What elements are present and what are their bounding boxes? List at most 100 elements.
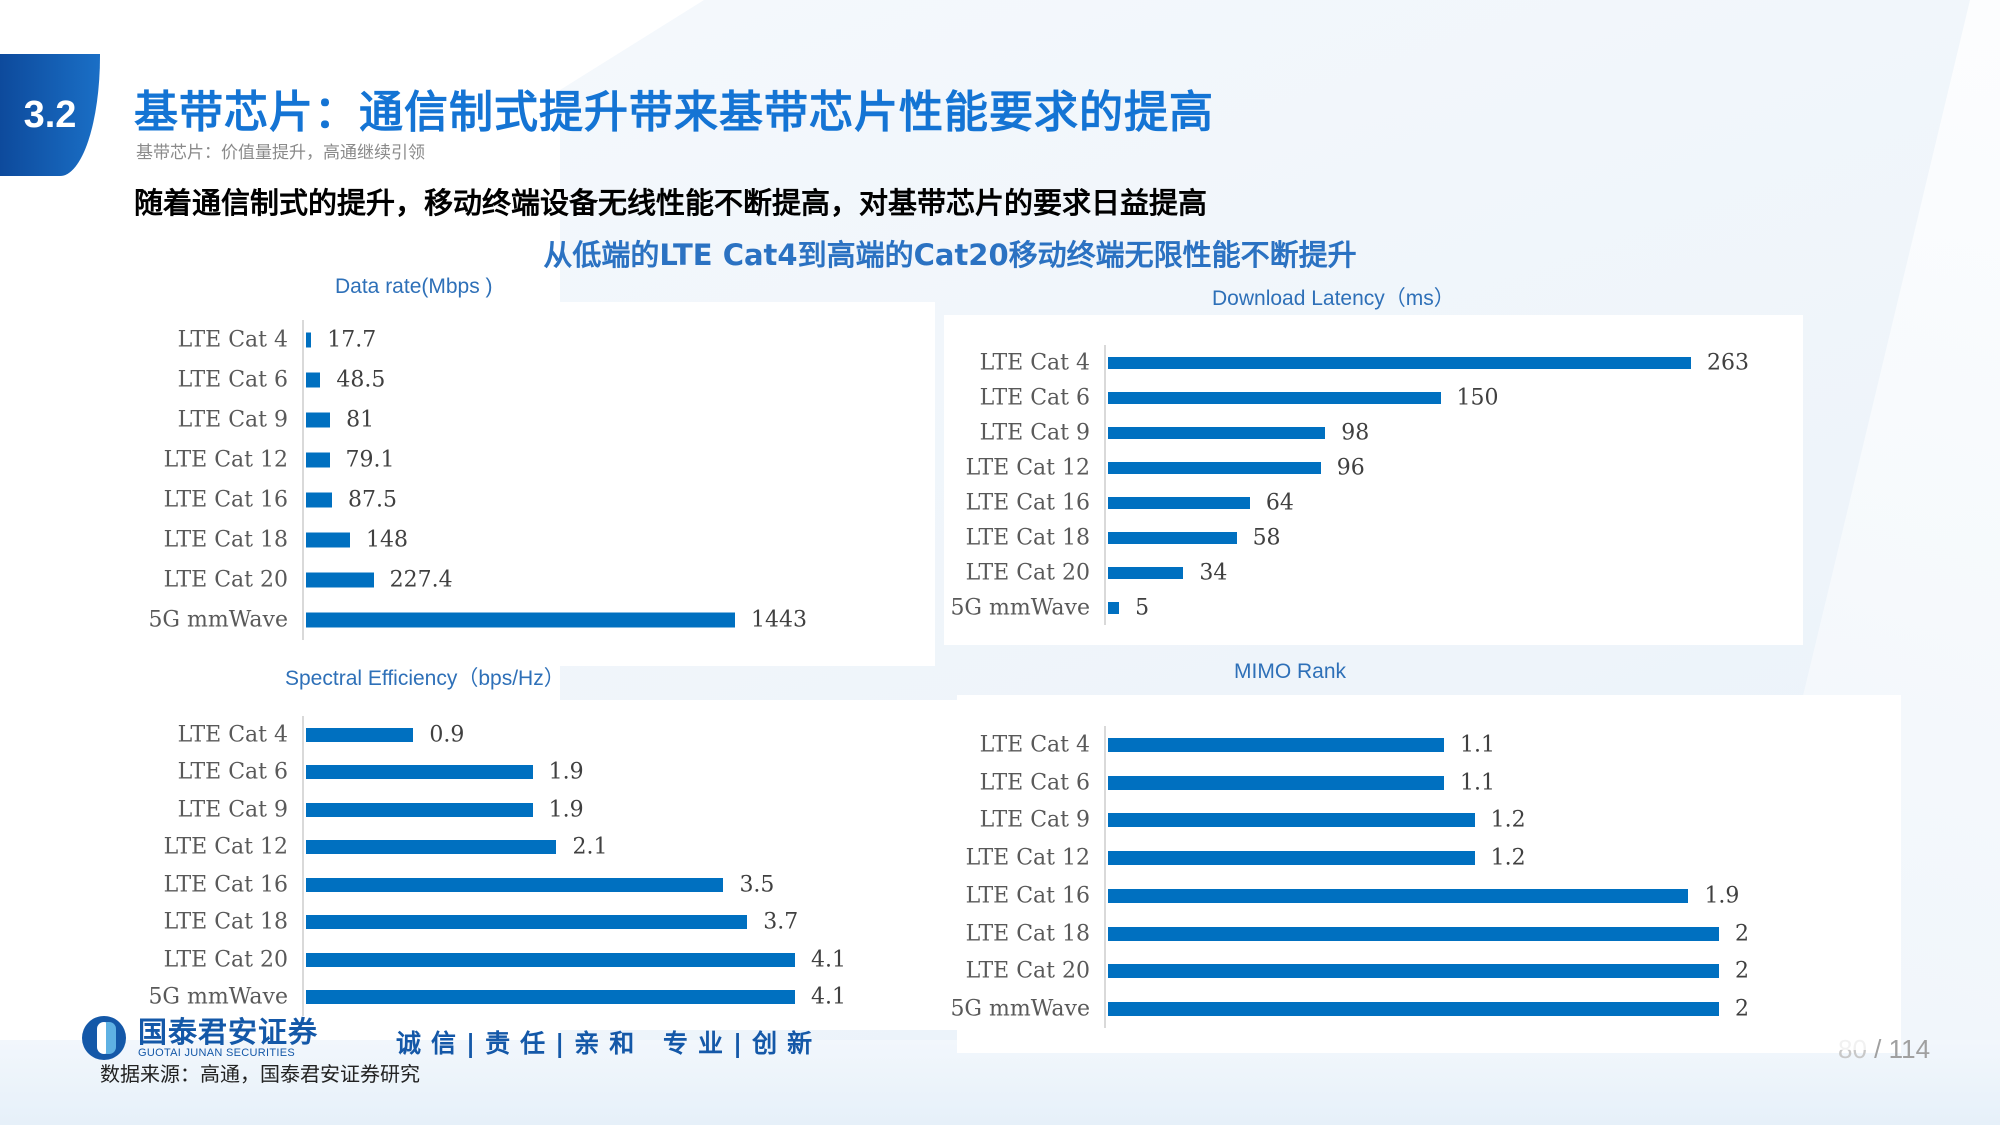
headline: 随着通信制式的提升，移动终端设备无线性能不断提高，对基带芯片的要求日益提高 [134,186,1208,220]
y-axis-line [302,716,304,1016]
value-label: 5 [1135,595,1150,620]
chart-title-data-rate: Data rate(Mbps ) [335,275,493,298]
bar-row: 5G mmWave 1443 [0,607,935,633]
bar [306,572,374,588]
bar [306,372,321,388]
y-axis-line [1104,345,1106,625]
bar-row: LTE Cat 16 3.5 [0,872,958,898]
page-title: 基带芯片：通信制式提升带来基带芯片性能要求的提高 [134,87,1214,138]
chart-panel-spectral-efficiency [178,700,958,1030]
bar [1108,426,1326,439]
bar-chart-spectral-efficiency: LTE Cat 4 0.9 LTE Cat 6 1.9 LTE Cat 9 1.9 LTE … [0,716,958,1016]
chart-title-mimo-rank: MIMO Rank [1234,660,1347,683]
value-label: 1.2 [1490,845,1526,871]
category-label: LTE Cat 20 [965,958,1090,984]
bar [306,915,748,930]
bar-row: LTE Cat 20 227.4 [0,567,935,593]
bar [1108,851,1475,866]
bar-row: LTE Cat 18 2 [0,921,1901,947]
category-label: LTE Cat 4 [979,732,1090,758]
category-label: LTE Cat 20 [163,947,288,973]
value-label: 227.4 [389,567,453,593]
category-label: LTE Cat 9 [979,807,1090,833]
value-label: 2.1 [572,834,608,860]
bar-row: LTE Cat 4 1.1 [0,732,1901,758]
value-label: 1.1 [1460,732,1496,758]
category-label: LTE Cat 12 [965,455,1090,480]
bar-chart-data-rate: LTE Cat 4 17.7 LTE Cat 6 48.5 LTE Cat 9 81 LTE… [0,320,935,640]
value-label: 150 [1456,385,1499,410]
chart-title-spectral-efficiency: Spectral Efficiency（bps/Hz） [285,667,565,690]
bar-chart-mimo-rank: LTE Cat 4 1.1 LTE Cat 6 1.1 LTE Cat 9 1.2 LTE … [0,726,1901,1028]
bar [1108,926,1719,941]
y-axis-line [302,320,304,640]
bar-row: 5G mmWave 5 [0,595,1803,620]
category-label: LTE Cat 12 [163,447,288,473]
bar [306,840,557,855]
category-label: LTE Cat 6 [177,759,288,785]
value-label: 48.5 [336,367,386,393]
category-label: LTE Cat 9 [979,420,1090,445]
bar-row: LTE Cat 9 81 [0,407,935,433]
bar-row: LTE Cat 12 1.2 [0,845,1901,871]
company-slogan: 诚信|责任|亲和 专业|创新 [396,1029,823,1058]
value-label: 58 [1252,525,1281,550]
chart-panel-download-latency [944,315,1803,645]
category-label: LTE Cat 16 [163,487,288,513]
subheadline: 从低端的LTE Cat4到高端的Cat20移动终端无限性能不断提升 [543,238,1357,272]
chart-panel-data-rate [178,302,935,666]
value-label: 79.1 [345,447,395,473]
value-label: 98 [1341,420,1370,445]
category-label: LTE Cat 20 [965,560,1090,585]
value-label: 148 [366,527,408,553]
category-label: LTE Cat 16 [163,872,288,898]
value-label: 3.5 [739,872,775,898]
bar-row: LTE Cat 9 98 [0,420,1803,445]
logo-text-cn: 国泰君安证券 [138,1015,319,1049]
bar-row: LTE Cat 6 48.5 [0,367,935,393]
bar [1108,566,1184,579]
bar [306,877,724,892]
category-label: LTE Cat 6 [979,770,1090,796]
bar-row: LTE Cat 12 96 [0,455,1803,480]
category-label: LTE Cat 12 [965,845,1090,871]
y-axis-line [1104,726,1106,1028]
bar [306,492,332,508]
value-label: 1443 [751,607,807,633]
page-subtitle: 基带芯片：价值量提升，高通继续引领 [136,143,425,163]
page-number-overlap [1820,1022,1872,1050]
category-label: LTE Cat 18 [965,921,1090,947]
bar [306,532,350,548]
category-label: 5G mmWave [950,996,1090,1022]
value-label: 34 [1199,560,1228,585]
category-label: LTE Cat 9 [177,407,288,433]
value-label: 81 [346,407,375,433]
bar [1108,775,1445,790]
bar [306,612,735,628]
bar [1108,391,1441,404]
data-source-note: 数据来源：高通，国泰君安证券研究 [100,1062,420,1086]
bar [306,727,414,742]
value-label: 1.9 [548,797,584,823]
category-label: LTE Cat 9 [177,797,288,823]
value-label: 263 [1707,350,1749,375]
bar [1108,964,1719,979]
bar-row: LTE Cat 12 2.1 [0,834,958,860]
category-label: LTE Cat 4 [177,722,288,748]
bar [306,802,533,817]
bar [1108,601,1120,614]
bar [1108,888,1689,903]
bar [306,412,331,428]
bar-chart-download-latency: LTE Cat 4 263 LTE Cat 6 150 LTE Cat 9 98 LTE C… [0,345,1803,625]
category-label: LTE Cat 18 [163,909,288,935]
category-label: 5G mmWave [148,607,288,633]
bar-row: 5G mmWave 2 [0,996,1901,1022]
bar-row: LTE Cat 18 3.7 [0,909,958,935]
bar-row: LTE Cat 18 58 [0,525,1803,550]
bar-row: LTE Cat 9 1.9 [0,797,958,823]
bar-row: LTE Cat 6 1.1 [0,770,1901,796]
value-label: 17.7 [327,327,377,353]
value-label: 2 [1735,958,1749,984]
chart-panel-mimo-rank [957,695,1901,1053]
page-total: 114 [1888,1034,1931,1064]
